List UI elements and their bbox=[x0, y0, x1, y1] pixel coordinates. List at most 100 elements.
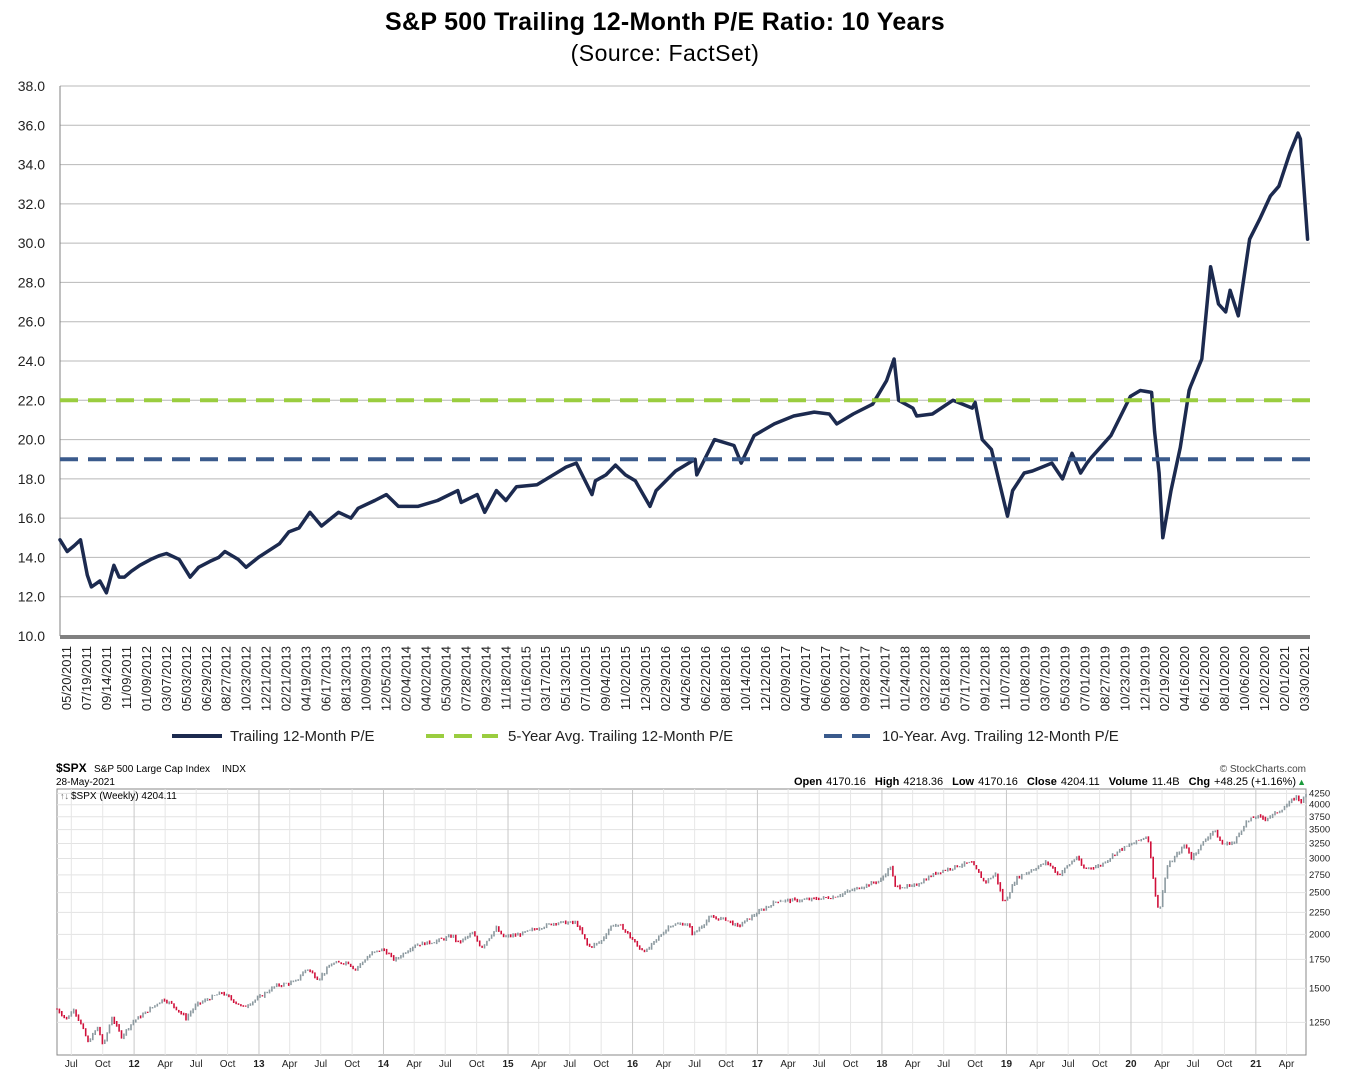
chart-legend: Trailing 12-Month P/E 5-Year Avg. Traili… bbox=[172, 728, 1119, 745]
pe-x-tick-label: 05/30/2014 bbox=[438, 646, 453, 711]
spx-x-tick-label: Apr bbox=[157, 1059, 173, 1070]
pe-x-tick-label: 04/16/2020 bbox=[1177, 646, 1192, 711]
pe-x-tick-label: 04/19/2013 bbox=[299, 646, 314, 711]
spx-x-tick-label: 19 bbox=[1001, 1059, 1013, 1070]
pe-x-tick-label: 03/30/2021 bbox=[1297, 646, 1312, 711]
spx-y-tick-label: 2250 bbox=[1309, 907, 1330, 918]
spx-plot bbox=[56, 788, 1307, 1056]
spx-stat-label: High bbox=[875, 776, 900, 788]
pe-x-tick-label: 09/12/2018 bbox=[978, 646, 993, 711]
spx-x-tick-label: Oct bbox=[843, 1059, 859, 1070]
pe-x-tick-label: 10/14/2016 bbox=[738, 646, 753, 711]
pe-x-tick-label: 06/12/2020 bbox=[1197, 646, 1212, 711]
spx-x-tick-label: Jul bbox=[65, 1059, 78, 1070]
pe-x-tick-label: 07/28/2014 bbox=[458, 646, 473, 711]
spx-x-tick-label: 18 bbox=[876, 1059, 888, 1070]
stockcharts-watermark: © StockCharts.com bbox=[1220, 764, 1306, 775]
spx-x-tick-label: Oct bbox=[967, 1059, 983, 1070]
pe-y-tick-label: 16.0 bbox=[18, 510, 45, 526]
pe-x-tick-label: 05/18/2018 bbox=[938, 646, 953, 711]
spx-grid bbox=[57, 789, 1306, 1055]
pe-x-tick-label: 03/17/2015 bbox=[538, 646, 553, 711]
spx-y-tick-label: 3500 bbox=[1309, 825, 1330, 836]
spx-y-tick-label: 4250 bbox=[1309, 788, 1330, 799]
pe-y-axis: 10.0 12.0 14.0 16.0 18.0 20.0 22.0 24.0 26.0 28.0… bbox=[18, 78, 45, 644]
spx-y-tick-label: 2750 bbox=[1309, 870, 1330, 881]
spx-x-tick-label: Oct bbox=[718, 1059, 734, 1070]
pe-x-tick-label: 02/01/2021 bbox=[1277, 646, 1292, 711]
pe-x-tick-label: 05/20/2011 bbox=[59, 646, 74, 710]
spx-y-tick-label: 2000 bbox=[1309, 929, 1330, 940]
spx-date: 28-May-2021 bbox=[56, 777, 115, 788]
pe-x-tick-label: 10/23/2012 bbox=[239, 646, 254, 711]
pe-x-tick-label: 08/13/2013 bbox=[339, 646, 354, 711]
spx-x-tick-label: Apr bbox=[780, 1059, 796, 1070]
pe-y-tick-label: 30.0 bbox=[18, 235, 45, 251]
pe-ratio-chart: 10.0 12.0 14.0 16.0 18.0 20.0 22.0 24.0 26.0 28.0… bbox=[18, 78, 1312, 711]
pe-x-tick-label: 04/07/2017 bbox=[798, 646, 813, 711]
spx-x-tick-label: Jul bbox=[563, 1059, 576, 1070]
spx-stat-value: 11.4B bbox=[1152, 776, 1180, 788]
pe-x-tick-label: 03/22/2018 bbox=[918, 646, 933, 711]
spx-stats: ▲+48.25 (+1.16%) Chg 11.4B Volume 4204.11 Clo… bbox=[794, 776, 1306, 788]
spx-x-tick-label: 15 bbox=[502, 1059, 514, 1070]
pe-y-tick-label: 34.0 bbox=[18, 157, 45, 173]
pe-y-tick-label: 20.0 bbox=[18, 432, 45, 448]
pe-y-tick-label: 14.0 bbox=[18, 549, 45, 565]
spx-series-label: $SPX (Weekly) 4204.11 bbox=[71, 791, 177, 802]
spx-index-name: S&P 500 Large Cap Index bbox=[94, 764, 210, 775]
spx-x-tick-label: Oct bbox=[593, 1059, 609, 1070]
spx-series-icon: ↑↓ bbox=[60, 791, 69, 801]
pe-x-tick-label: 11/09/2011 bbox=[119, 646, 134, 709]
pe-x-tick-label: 06/06/2017 bbox=[818, 646, 833, 711]
pe-x-tick-label: 02/21/2013 bbox=[279, 646, 294, 711]
legend-item-pe: Trailing 12-Month P/E bbox=[172, 728, 375, 745]
pe-x-tick-label: 11/07/2018 bbox=[997, 646, 1012, 710]
spx-x-tick-label: Jul bbox=[314, 1059, 327, 1070]
pe-y-tick-label: 18.0 bbox=[18, 471, 45, 487]
spx-x-tick-label: Apr bbox=[282, 1059, 298, 1070]
spx-stat-label: Low bbox=[952, 776, 974, 788]
pe-x-tick-label: 07/10/2015 bbox=[578, 646, 593, 711]
legend-item-10yr: 10-Year. Avg. Trailing 12-Month P/E bbox=[824, 728, 1119, 745]
spx-stat-value: 4204.11 bbox=[1061, 776, 1100, 788]
pe-x-tick-label: 03/07/2019 bbox=[1037, 646, 1052, 711]
spx-x-tick-label: 20 bbox=[1125, 1059, 1137, 1070]
spx-stat-value: 4170.16 bbox=[826, 776, 866, 788]
spx-x-tick-label: Jul bbox=[937, 1059, 950, 1070]
pe-x-tick-label: 02/04/2014 bbox=[398, 646, 413, 711]
pe-y-tick-label: 28.0 bbox=[18, 274, 45, 290]
pe-x-tick-label: 02/09/2017 bbox=[778, 646, 793, 711]
spx-x-tick-label: 16 bbox=[627, 1059, 639, 1070]
pe-x-tick-label: 11/24/2017 bbox=[878, 646, 893, 710]
pe-x-tick-label: 12/30/2015 bbox=[638, 646, 653, 711]
spx-stat-value: 4170.16 bbox=[978, 776, 1018, 788]
spx-x-tick-label: Jul bbox=[1062, 1059, 1075, 1070]
spx-x-tick-label: Apr bbox=[1029, 1059, 1045, 1070]
pe-x-tick-label: 08/10/2020 bbox=[1217, 646, 1232, 711]
chart-subtitle: (Source: FactSet) bbox=[570, 40, 760, 66]
pe-x-tick-label: 09/23/2014 bbox=[478, 646, 493, 711]
pe-y-tick-label: 26.0 bbox=[18, 314, 45, 330]
spx-x-tick-label: Oct bbox=[95, 1059, 111, 1070]
pe-x-tick-label: 08/18/2016 bbox=[718, 646, 733, 711]
spx-x-tick-label: Jul bbox=[439, 1059, 452, 1070]
spx-x-tick-label: Oct bbox=[344, 1059, 360, 1070]
pe-x-tick-label: 07/19/2011 bbox=[79, 646, 94, 710]
pe-x-tick-label: 05/03/2019 bbox=[1057, 646, 1072, 711]
pe-x-tick-label: 01/16/2015 bbox=[518, 646, 533, 711]
pe-x-tick-label: 02/29/2016 bbox=[658, 646, 673, 711]
pe-x-tick-label: 12/05/2013 bbox=[378, 646, 393, 711]
pe-x-tick-label: 08/27/2012 bbox=[219, 646, 234, 711]
pe-x-tick-label: 10/23/2019 bbox=[1117, 646, 1132, 711]
pe-x-tick-label: 01/08/2019 bbox=[1017, 646, 1032, 711]
spx-x-tick-label: 21 bbox=[1250, 1059, 1262, 1070]
spx-stat-label: Volume bbox=[1109, 776, 1148, 788]
pe-x-tick-label: 09/04/2015 bbox=[598, 646, 613, 711]
spx-x-tick-label: Apr bbox=[406, 1059, 422, 1070]
spx-x-tick-label: Apr bbox=[1279, 1059, 1295, 1070]
pe-x-tick-label: 05/03/2012 bbox=[179, 646, 194, 711]
spx-x-tick-label: Apr bbox=[656, 1059, 672, 1070]
spx-y-tick-label: 3250 bbox=[1309, 839, 1330, 850]
pe-x-tick-label: 08/27/2019 bbox=[1097, 646, 1112, 711]
